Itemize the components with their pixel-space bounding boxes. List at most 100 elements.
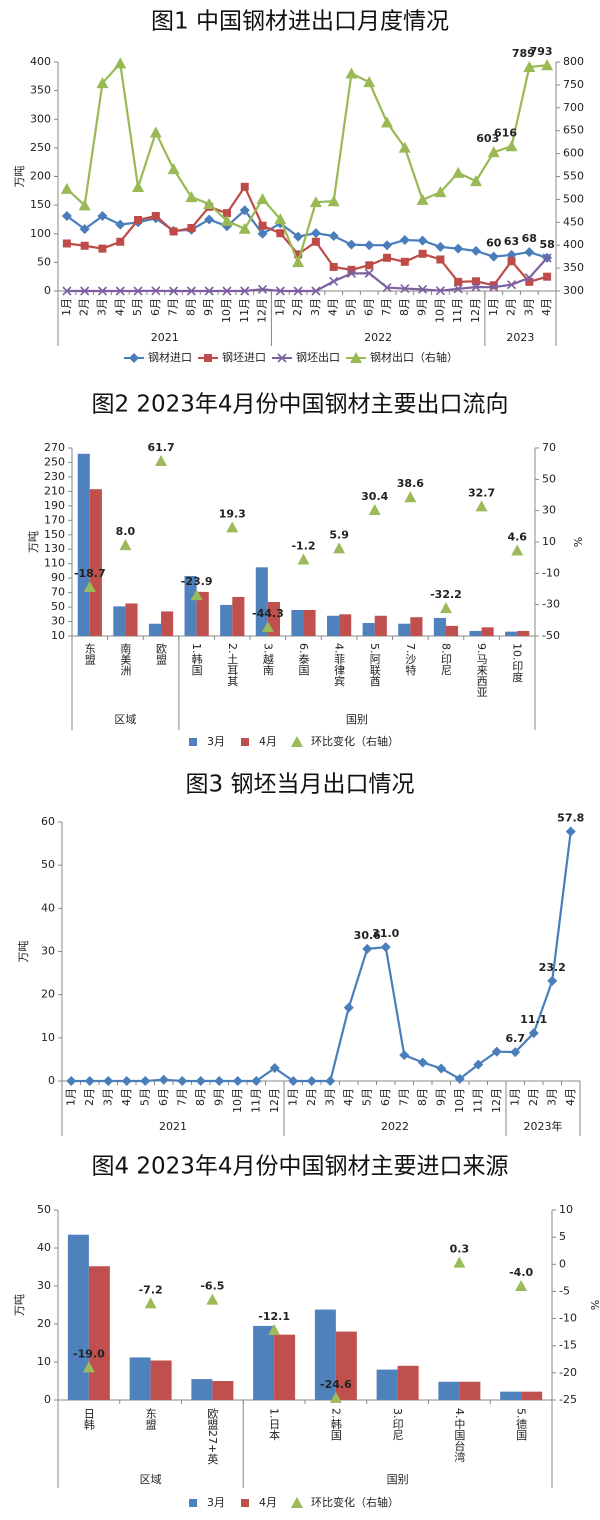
chart-title: 图3 钢坯当月出口情况 [186, 772, 415, 798]
legend-marker [129, 353, 139, 363]
bar [335, 1331, 357, 1400]
data-label: 616 [494, 126, 517, 139]
data-point [436, 1063, 447, 1074]
data-point [329, 276, 339, 286]
legend-swatch [241, 738, 249, 746]
y-tick-label: 400 [30, 55, 51, 68]
y-tick-label: 200 [30, 170, 51, 183]
legend-marker [204, 354, 212, 362]
data-point [417, 1057, 428, 1068]
bar [410, 617, 423, 636]
data-point [97, 211, 108, 222]
data-point [453, 284, 463, 294]
data-label: -18.7 [74, 567, 106, 580]
x-tick-label: 12月 [256, 298, 269, 323]
series-line [71, 831, 572, 1083]
y-tick-label: 30 [51, 615, 65, 628]
y2-tick-label: 70 [542, 441, 556, 454]
data-point [491, 1046, 502, 1057]
data-point [79, 224, 90, 235]
bar [89, 489, 102, 636]
bar [255, 567, 268, 636]
x-tick-label: 3.越南 [261, 643, 274, 676]
group-label: 2023年 [524, 1119, 563, 1133]
data-point [398, 141, 411, 153]
y2-tick-label: 10 [559, 1203, 573, 1216]
data-point [158, 1074, 169, 1085]
x-tick-label: 5.阿联酋 [368, 643, 381, 687]
data-point [453, 243, 464, 254]
x-tick-label: 欧盟27+英 [206, 1408, 219, 1465]
bar [327, 615, 340, 636]
data-point [452, 166, 465, 178]
chart-title: 图1 中国钢材进出口月度情况 [151, 9, 449, 35]
data-point [62, 286, 72, 296]
data-point [190, 589, 203, 601]
data-point [327, 195, 340, 207]
data-point [434, 186, 447, 198]
data-label: 789 [512, 47, 535, 60]
x-tick-label: 8月 [398, 298, 411, 316]
y-axis-label: 万吨 [17, 941, 30, 963]
data-point [186, 286, 196, 296]
data-point [232, 1076, 243, 1086]
data-point [329, 1391, 342, 1403]
group-label: 区域 [140, 1473, 162, 1486]
x-tick-label: 4月 [120, 1088, 133, 1106]
y-tick-label: 0 [44, 284, 51, 297]
data-point [239, 205, 250, 216]
x-tick-label: 2月 [305, 1088, 318, 1106]
data-point [363, 76, 376, 88]
chart-title: 图2 2023年4月份中国钢材主要出口流向 [91, 392, 508, 418]
data-point [523, 61, 536, 73]
data-point [547, 975, 558, 986]
y-axis-label: 万吨 [13, 1294, 26, 1316]
data-point [60, 182, 73, 194]
data-point [149, 126, 162, 138]
data-point [238, 222, 251, 234]
data-point [368, 504, 381, 516]
data-point [187, 224, 196, 233]
group-label: 国别 [346, 713, 368, 726]
y2-tick-label: 10 [542, 535, 556, 548]
data-point [214, 1076, 225, 1086]
data-point [489, 281, 498, 290]
y-tick-label: 150 [44, 528, 65, 541]
x-tick-label: 1月 [64, 1088, 77, 1106]
y-tick-label: 270 [44, 441, 65, 454]
y-tick-label: 20 [41, 988, 55, 1001]
data-label: 30.4 [361, 490, 388, 503]
legend-swatch [241, 1499, 249, 1507]
legend-label: 4月 [259, 735, 277, 748]
x-tick-label: 2月 [291, 298, 304, 316]
x-tick-label: 2月 [83, 1088, 96, 1106]
legend-swatch [189, 1499, 197, 1507]
legend-label: 3月 [207, 735, 225, 748]
y-tick-label: 60 [41, 815, 55, 828]
x-tick-label: 3月 [309, 298, 322, 316]
data-point [311, 286, 321, 296]
data-point [169, 227, 178, 236]
bar [398, 623, 411, 636]
data-label: 38.6 [397, 477, 424, 490]
data-point [417, 235, 428, 246]
x-tick-label: 7月 [175, 1088, 188, 1106]
bar [445, 625, 459, 636]
x-tick-label: 4月 [113, 298, 126, 316]
bar [291, 609, 304, 636]
data-label: -32.2 [430, 588, 462, 601]
data-point [115, 286, 125, 296]
y-tick-label: 20 [37, 1317, 51, 1330]
data-point [399, 1050, 410, 1061]
legend-label: 3月 [207, 1496, 225, 1509]
legend-marker [291, 1497, 303, 1508]
y2-tick-label: 400 [563, 238, 584, 251]
data-point [293, 231, 304, 242]
data-point [505, 140, 518, 152]
x-tick-label: 3月 [323, 1088, 336, 1106]
y-tick-label: 190 [44, 499, 65, 512]
data-point [489, 282, 499, 292]
bar [274, 1334, 296, 1400]
x-tick-label: 4月 [342, 1088, 355, 1106]
x-tick-label: 日韩 [82, 1408, 95, 1431]
